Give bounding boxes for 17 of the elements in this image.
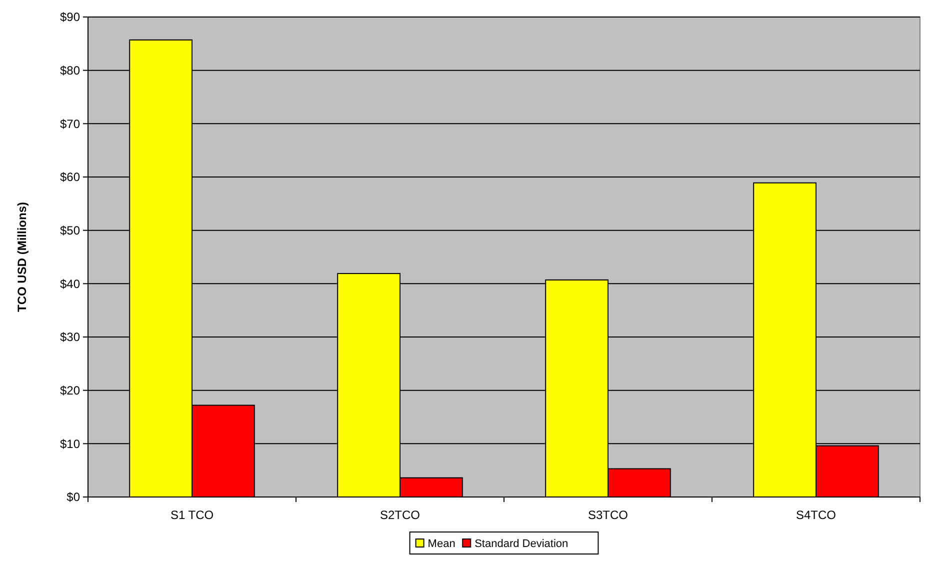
y-tick-label: $20 — [60, 384, 80, 398]
legend-label: Standard Deviation — [474, 538, 568, 550]
legend-label: Mean — [428, 538, 456, 550]
x-tick-label: S2TCO — [380, 508, 420, 522]
y-tick-label: $0 — [66, 490, 80, 504]
x-tick-label: S1 TCO — [170, 508, 214, 522]
y-tick-label: $90 — [60, 10, 80, 24]
y-tick-label: $40 — [60, 276, 80, 291]
y-axis-title: TCO USD (Millions) — [15, 202, 29, 312]
x-tick-label: S3TCO — [588, 508, 628, 522]
y-tick-label: $70 — [60, 116, 80, 131]
y-tick-label: $50 — [60, 224, 80, 238]
y-tick-label: $10 — [60, 436, 80, 451]
y-tick-label: $60 — [60, 170, 80, 184]
y-tick-label: $80 — [60, 64, 80, 78]
y-tick-label: $30 — [60, 330, 80, 344]
x-tick-label: S4TCO — [796, 508, 836, 522]
